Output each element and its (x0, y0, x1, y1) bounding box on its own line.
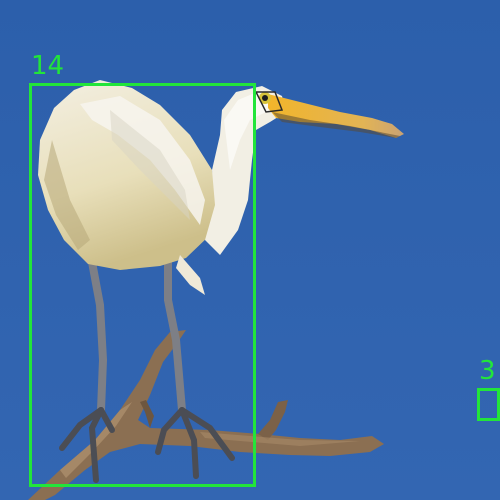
bird-feet (59, 407, 235, 483)
bounding-box-3 (477, 388, 500, 421)
bird-neck-head (205, 86, 286, 255)
bird-body (38, 80, 218, 295)
branch (28, 330, 384, 500)
bounding-box-label-3: 3 (479, 356, 496, 386)
bird-bill (268, 94, 404, 138)
bird-legs (88, 248, 186, 414)
bounding-box-label-14: 14 (31, 51, 65, 81)
bounding-box-14 (29, 83, 256, 487)
bird-eye (254, 91, 284, 113)
